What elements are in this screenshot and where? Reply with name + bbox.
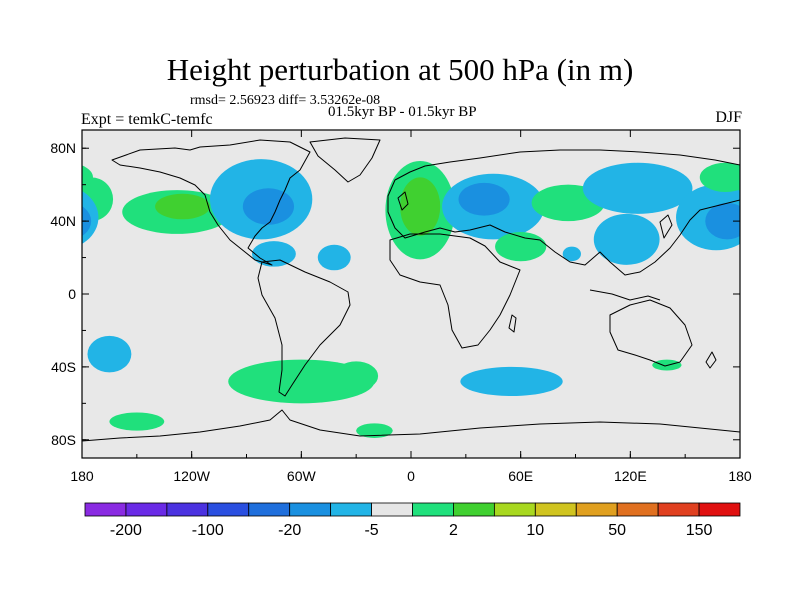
- anomaly-region-neg-light: [251, 241, 296, 267]
- anomaly-region-pos-mid: [400, 177, 441, 236]
- anomaly-region-neg-mid: [705, 202, 740, 240]
- colorbar-swatch: [84, 502, 127, 517]
- coast-greenland: [309, 137, 381, 183]
- plot-title: Height perturbation at 500 hPa (in m): [166, 52, 634, 87]
- anomaly-region-neg-mid: [242, 188, 295, 225]
- anomaly-region-neg-light: [593, 213, 660, 265]
- coast-uk: [397, 191, 409, 211]
- coast-eurasia: [387, 149, 740, 276]
- colorbar-swatch: [575, 502, 618, 517]
- anomaly-region-neg-light: [317, 244, 351, 271]
- coast-new-zealand: [705, 351, 717, 369]
- lon-tick-label: 60E: [508, 468, 533, 484]
- colorbar-label: 150: [686, 522, 713, 539]
- experiment-label: Expt = temkC-temfc: [81, 111, 213, 128]
- lat-tick-label: 40S: [51, 359, 76, 375]
- colorbar-swatch: [166, 502, 209, 517]
- lon-tick-label: 180: [70, 468, 94, 484]
- coast-africa: [389, 233, 521, 349]
- colorbar-swatch: [371, 502, 413, 517]
- colorbar-swatch: [289, 502, 332, 517]
- anomaly-region-pos-light: [699, 162, 740, 192]
- lon-tick-label: 0: [407, 468, 415, 484]
- colorbar-swatch: [330, 502, 372, 517]
- lat-tick-label: 40N: [50, 213, 76, 229]
- coast-madagascar: [508, 314, 517, 333]
- lat-tick-label: 0: [68, 286, 76, 302]
- coastlines: [82, 137, 740, 442]
- colorbar-swatch: [657, 502, 700, 517]
- colorbar: -200 -100 -20 -5 2 10 50 150: [84, 502, 741, 539]
- anomaly-layer: [82, 159, 740, 438]
- colorbar-swatch: [698, 502, 741, 517]
- axis-ticks: [81, 130, 741, 458]
- colorbar-swatch: [125, 502, 168, 517]
- coast-south-america: [257, 259, 351, 397]
- anomaly-region-wrap: [82, 165, 93, 190]
- coast-australia: [609, 299, 693, 367]
- colorbar-swatch: [207, 502, 250, 517]
- colorbar-swatch: [453, 502, 495, 517]
- lon-tick-label: 60W: [287, 468, 317, 484]
- anomaly-region-pos-light: [109, 412, 165, 431]
- lon-tick-label: 180: [728, 468, 752, 484]
- colorbar-label: -20: [278, 522, 301, 539]
- colorbar-swatch: [493, 502, 536, 517]
- coast-north-america: [111, 139, 311, 266]
- coast-indonesia: [589, 289, 661, 301]
- colorbar-label: -200: [110, 522, 142, 539]
- colorbar-label: 2: [449, 522, 458, 539]
- lat-tick-label: 80N: [50, 140, 76, 156]
- colorbar-label: 50: [608, 522, 626, 539]
- colorbar-label: 10: [526, 522, 544, 539]
- anomaly-region-pos-light: [334, 361, 379, 391]
- colorbar-swatch: [248, 502, 291, 517]
- anomaly-region-neg-light: [582, 162, 693, 214]
- colorbar-swatch: [412, 502, 454, 517]
- colorbar-label: -100: [192, 522, 224, 539]
- colorbar-swatch: [534, 502, 577, 517]
- anomaly-region-neg-mid: [458, 182, 510, 216]
- period-label: 01.5kyr BP - 01.5kyr BP: [328, 104, 477, 120]
- lat-tick-label: 80S: [51, 432, 76, 448]
- lon-tick-label: 120W: [173, 468, 210, 484]
- season-label: DJF: [715, 109, 742, 126]
- anomaly-region-neg-light: [460, 366, 563, 397]
- anomaly-region-pos-mid: [155, 193, 210, 220]
- anomaly-region-pos-light: [356, 423, 393, 438]
- coast-japan: [659, 214, 673, 239]
- coast-antarctica: [82, 409, 740, 442]
- stats-label: rmsd= 2.56923 diff= 3.53262e-08: [190, 93, 381, 108]
- anomaly-region-neg-light: [87, 335, 132, 373]
- lon-tick-label: 120E: [614, 468, 647, 484]
- colorbar-label: -5: [364, 522, 378, 539]
- colorbar-swatch: [616, 502, 659, 517]
- anomaly-region-neg-light: [562, 246, 581, 262]
